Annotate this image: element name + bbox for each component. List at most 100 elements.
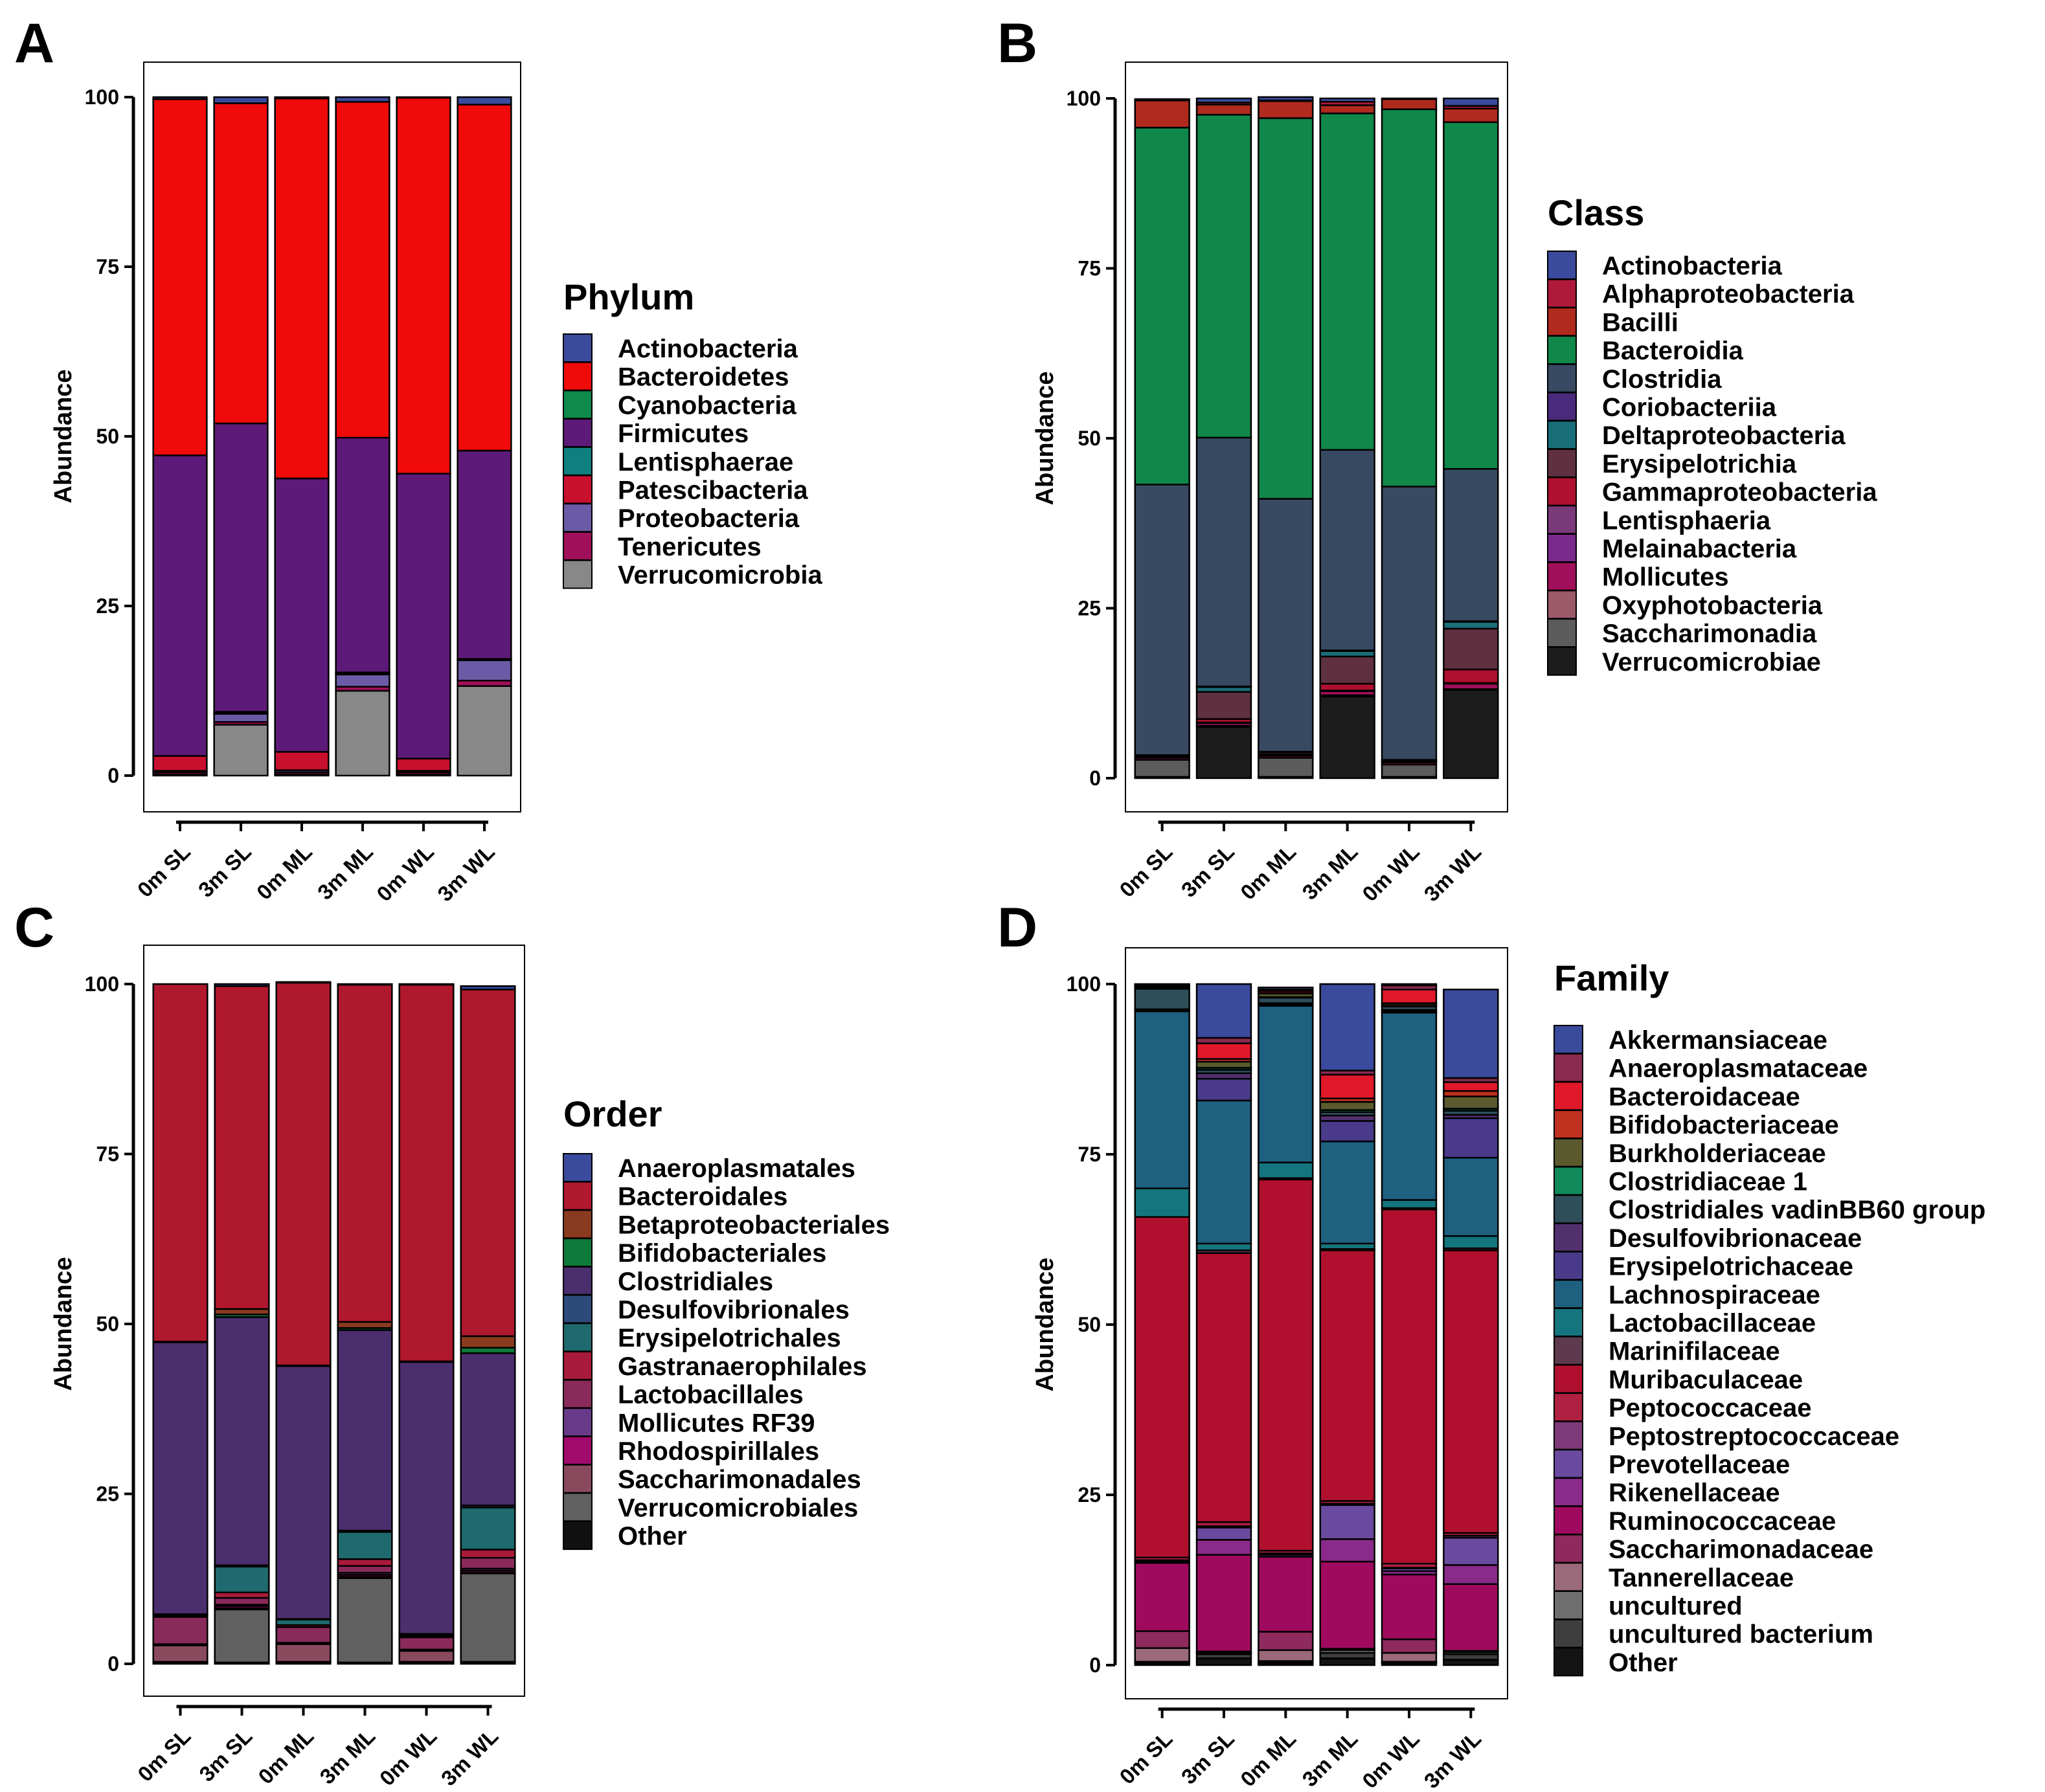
bar-segment — [1195, 1539, 1252, 1556]
bar-segment — [1258, 1178, 1314, 1552]
bar-segment — [1195, 1042, 1252, 1060]
legend-label: Verrucomicrobiales — [618, 1494, 858, 1522]
legend-label: Prevotellaceae — [1609, 1451, 1790, 1479]
legend-swatch — [1554, 1025, 1583, 1054]
bar-segment — [1443, 1653, 1499, 1661]
legend-swatch — [1554, 1505, 1583, 1535]
legend-swatch — [1554, 1618, 1583, 1648]
bar-segment — [1381, 1199, 1438, 1209]
legend-swatch — [1547, 646, 1577, 676]
legend-swatch — [563, 418, 593, 448]
legend-swatch — [1554, 1449, 1583, 1479]
bar-segment — [1443, 1157, 1499, 1237]
bar-segment — [1319, 655, 1375, 685]
legend-label: Saccharimonadaceae — [1609, 1536, 1873, 1564]
bar-segment — [1195, 97, 1252, 104]
bar-segment — [1319, 97, 1375, 103]
y-tick-label: 100 — [1067, 972, 1101, 996]
x-tick-label: 0m ML — [1236, 840, 1300, 904]
legend-swatch — [1547, 392, 1577, 421]
legend-swatch — [563, 1181, 593, 1211]
x-tick-label: 3m SL — [194, 840, 256, 902]
x-tick-label: 0m ML — [252, 840, 317, 904]
bar-segment — [152, 454, 208, 757]
bar-segment — [398, 1636, 455, 1651]
bar-segment — [152, 983, 209, 1343]
bar-segment — [275, 1618, 332, 1626]
y-tick-label: 100 — [85, 972, 119, 996]
bar-segment — [1258, 96, 1314, 102]
x-tick-label: 3m ML — [315, 1724, 379, 1789]
legend-swatch — [1547, 476, 1577, 506]
legend-swatch — [1547, 533, 1577, 563]
bar-segment — [1381, 1652, 1438, 1663]
bar-segment — [1134, 1187, 1190, 1218]
legend-swatch — [1547, 561, 1577, 591]
x-tick-label: 3m WL — [1419, 1727, 1486, 1792]
legend-title: Family — [1554, 958, 1669, 998]
legend-swatch — [1554, 1222, 1583, 1252]
legend-title: Phylum — [563, 276, 694, 317]
legend-label: Lactobacillaceae — [1609, 1309, 1816, 1338]
legend-label: Verrucomicrobiae — [1602, 648, 1821, 677]
legend-label: Anaeroplasmatales — [618, 1154, 855, 1183]
bar-segment — [1443, 621, 1499, 630]
bar-segment — [1134, 1010, 1190, 1189]
legend-label: Bifidobacteriales — [618, 1239, 826, 1268]
bar-segment — [152, 755, 208, 772]
bar-segment — [1319, 1073, 1375, 1099]
y-tick-label: 0 — [107, 1652, 119, 1675]
legend-swatch — [563, 1436, 593, 1465]
bar-segment — [1195, 1242, 1252, 1251]
bar-segment — [1443, 668, 1499, 684]
bar-segment — [1195, 1072, 1252, 1080]
bar-segment — [337, 1558, 393, 1567]
y-tick-label: 25 — [1078, 1483, 1101, 1506]
legend-label: Alphaproteobacteria — [1602, 280, 1855, 309]
bar-segment — [457, 680, 512, 687]
bar-segment — [1134, 1630, 1190, 1649]
bar-segment — [152, 1341, 209, 1615]
legend-label: Peptostreptococcaceae — [1609, 1422, 1899, 1451]
bar-segment — [1319, 1140, 1375, 1245]
bar-segment — [275, 981, 332, 1367]
y-tick-label: 50 — [1078, 427, 1101, 450]
bar-segment — [275, 1643, 332, 1663]
bar-segment — [1134, 1216, 1190, 1559]
legend-label: Verrucomicrobia — [618, 561, 822, 590]
bar-segment — [1381, 983, 1438, 987]
legend-label: Bifidobacteriaceae — [1609, 1111, 1839, 1139]
bar-segment — [152, 98, 208, 456]
bar-segment — [1258, 1556, 1314, 1633]
legend-label: Gastranaerophilales — [618, 1352, 867, 1381]
bar-segment — [1443, 1564, 1499, 1585]
legend-label: Other — [1609, 1648, 1678, 1677]
legend-swatch — [1547, 590, 1577, 620]
y-tick-label: 25 — [96, 594, 119, 618]
legend-swatch — [1554, 1166, 1583, 1196]
bar-segment — [1443, 1117, 1499, 1159]
legend-swatch — [1547, 505, 1577, 535]
bar-segment — [274, 96, 330, 100]
y-tick-label: 0 — [1089, 1653, 1101, 1677]
bar-segment — [1319, 682, 1375, 691]
legend-label: Patescibacteria — [618, 476, 808, 505]
legend-swatch — [563, 1238, 593, 1268]
bar-segment — [460, 1347, 516, 1354]
y-tick-label: 25 — [1078, 597, 1101, 620]
y-axis-label: Abundance — [1032, 1258, 1059, 1392]
legend-swatch — [563, 1209, 593, 1239]
bar-segment — [1195, 726, 1252, 779]
legend-label: Saccharimonadia — [1602, 620, 1817, 648]
bar-segment — [460, 1556, 516, 1570]
legend-label: Lentisphaerae — [618, 448, 793, 476]
bar-segment — [1258, 1649, 1314, 1662]
y-tick-label: 75 — [96, 255, 119, 278]
legend-swatch — [563, 390, 593, 420]
legend-swatch — [563, 1323, 593, 1352]
bar-segment — [1258, 987, 1314, 991]
bar-segment — [1195, 104, 1252, 116]
bar-segment — [1443, 97, 1499, 107]
legend-swatch — [1554, 1336, 1583, 1365]
bar-segment — [1443, 689, 1499, 779]
